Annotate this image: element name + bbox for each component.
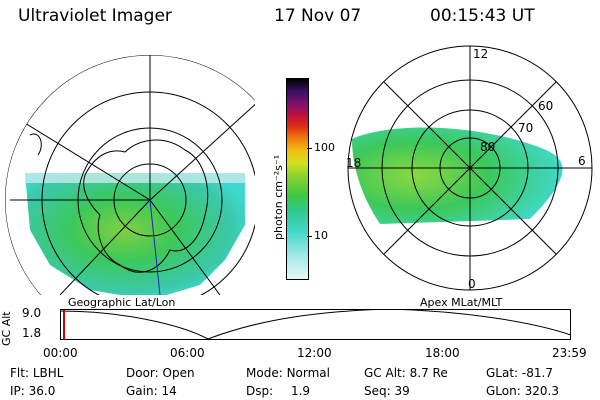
apex-lat-80: 80: [480, 140, 495, 154]
time-tick-4: 23:59: [552, 346, 587, 360]
apex-tick-left: 18: [346, 156, 361, 170]
colorbar-tick-100: 100: [314, 141, 335, 154]
colorbar: [286, 78, 309, 280]
coastline: [83, 139, 209, 273]
apex-lat-60: 60: [538, 99, 553, 113]
date-label: 17 Nov 07: [274, 6, 362, 26]
altitude-axis-label: GC Alt: [0, 311, 13, 346]
status-gc-alt: GC Alt: 8.7 Re: [364, 366, 448, 380]
altitude-ymax: 9.0: [22, 306, 42, 320]
time-tick-1: 06:00: [170, 346, 205, 360]
altitude-curve: [60, 309, 572, 340]
time-tick-2: 12:00: [297, 346, 332, 360]
time-tick-3: 18:00: [425, 346, 460, 360]
apex-image-panel: 12 6 0 18 60 70 80: [346, 45, 593, 291]
status-dsp: Dsp: 1.9: [246, 384, 311, 398]
status-ip: IP: 36.0: [10, 384, 56, 398]
apex-tick-right: 6: [578, 154, 586, 168]
colorbar-tick-100-mark: [307, 148, 312, 149]
apex-label: Apex MLat/MLT: [420, 296, 503, 309]
status-seq: Seq: 39: [364, 384, 410, 398]
status-flt: Flt: LBHL: [10, 366, 64, 380]
time-tick-0: 00:00: [43, 346, 78, 360]
apex-tick-bottom: 0: [468, 277, 476, 291]
app-title: Ultraviolet Imager: [18, 6, 172, 26]
status-glon: GLon: 320.3: [486, 384, 559, 398]
geo-aurora-image: [25, 173, 245, 295]
status-door: Door: Open: [126, 366, 195, 380]
colorbar-tick-10: 10: [314, 229, 328, 242]
altitude-plot: [60, 309, 572, 340]
apex-tick-top: 12: [473, 47, 488, 61]
altitude-ymin: 1.8: [22, 326, 42, 340]
colorbar-tick-10-mark: [307, 236, 312, 237]
geographic-image-panel: [5, 55, 255, 295]
status-gain: Gain: 14: [126, 384, 177, 398]
geographic-label: Geographic Lat/Lon: [68, 296, 176, 309]
apex-lat-70: 70: [518, 121, 533, 135]
colorbar-unit-label: photon cm⁻²s⁻¹: [272, 154, 285, 240]
status-glat: GLat: -81.7: [486, 366, 553, 380]
time-label: 00:15:43 UT: [430, 6, 535, 26]
apex-aurora-image: [352, 127, 563, 224]
status-mode: Mode: Normal: [246, 366, 330, 380]
